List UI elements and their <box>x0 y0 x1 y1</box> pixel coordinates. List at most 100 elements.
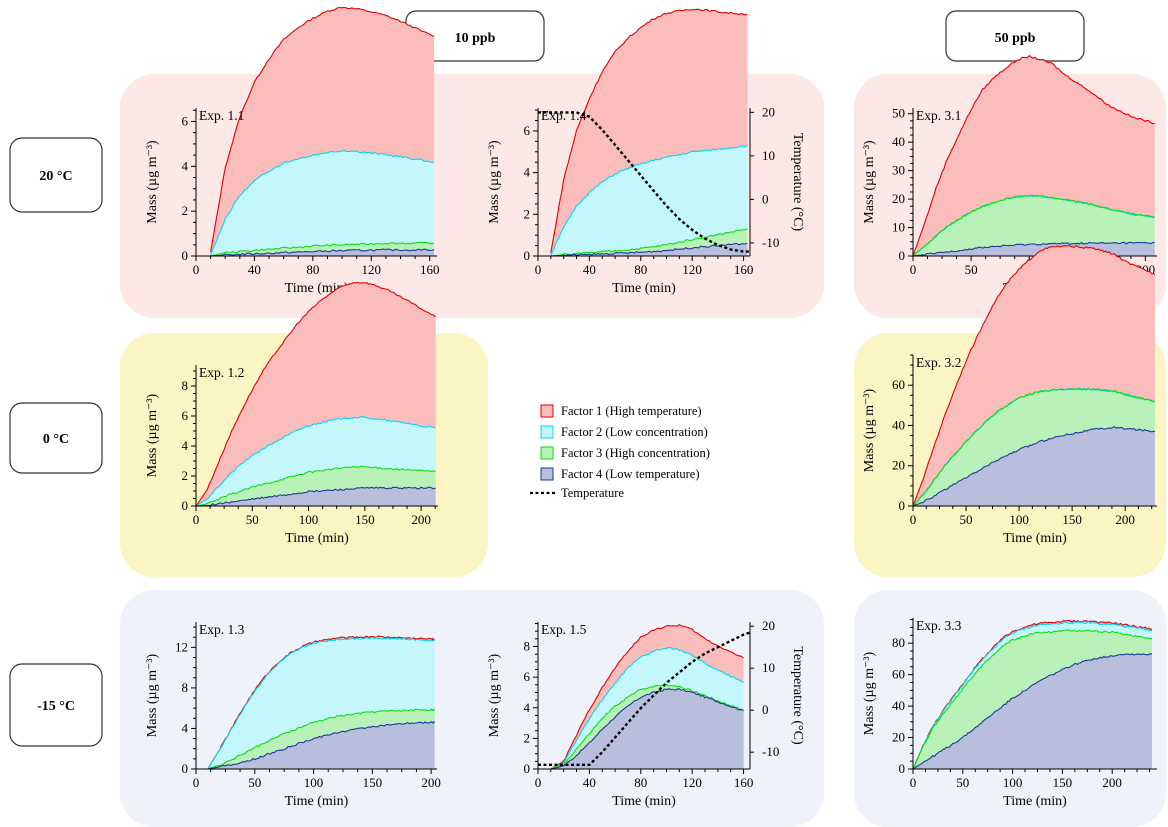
y2-tick-label-exp15: 0 <box>762 702 769 717</box>
x-axis-label-exp13: Time (min) <box>285 794 349 809</box>
y-tick-label-exp14: 2 <box>524 206 531 221</box>
y-tick-label-exp32: 40 <box>892 417 905 432</box>
y-tick-label-exp12: 4 <box>182 438 189 453</box>
x-axis-label-exp15: Time (min) <box>612 794 676 809</box>
experiment-label-exp13: Exp. 1.3 <box>199 622 245 637</box>
x-tick-label-exp14: 80 <box>634 262 647 277</box>
y-axis-label-exp33: Mass (µg m⁻³) <box>862 651 877 735</box>
experiment-label-exp33: Exp. 3.3 <box>916 618 962 633</box>
x-tick-label-exp32: 50 <box>960 512 973 527</box>
x-tick-label-exp15: 160 <box>734 775 754 790</box>
x-tick-label-exp15: 0 <box>535 775 542 790</box>
y-tick-label-exp31: 20 <box>892 191 905 206</box>
x-tick-label-exp11: 160 <box>420 262 440 277</box>
y-tick-label-exp32: 20 <box>892 458 905 473</box>
y-tick-label-exp15: 6 <box>524 669 531 684</box>
x-axis-label-exp33: Time (min) <box>1003 794 1067 809</box>
y-axis-label-exp32: Mass (µg m⁻³) <box>862 388 877 472</box>
x-tick-label-exp12: 0 <box>193 512 200 527</box>
y-tick-label-exp33: 0 <box>899 761 906 776</box>
x-tick-label-exp31: 0 <box>910 262 917 277</box>
x-tick-label-exp13: 50 <box>248 775 261 790</box>
x-tick-label-exp13: 200 <box>421 775 441 790</box>
y-tick-label-exp13: 4 <box>182 720 189 735</box>
y2-tick-label-exp15: -10 <box>762 744 779 759</box>
x-tick-label-exp31: 50 <box>965 262 978 277</box>
y2-tick-label-exp14: -10 <box>762 235 779 250</box>
y-tick-label-exp12: 8 <box>182 378 189 393</box>
x-tick-label-exp33: 200 <box>1102 775 1122 790</box>
y-tick-label-exp11: 0 <box>182 248 189 263</box>
legend-swatch-f2 <box>541 426 553 438</box>
experiment-label-exp11: Exp. 1.1 <box>199 108 244 123</box>
y-tick-label-exp11: 2 <box>182 203 189 218</box>
y2-tick-label-exp14: 0 <box>762 191 769 206</box>
experiment-label-exp14: Exp. 1.4 <box>541 108 587 123</box>
experiment-label-exp32: Exp. 3.2 <box>916 355 961 370</box>
x-tick-label-exp33: 50 <box>956 775 969 790</box>
y2-axis-label-exp14: Temperature (°C) <box>790 133 805 232</box>
header-50ppb: 50 ppb <box>995 31 1036 46</box>
y2-tick-label-exp15: 20 <box>762 618 775 633</box>
y-tick-label-exp13: 8 <box>182 680 189 695</box>
y-tick-label-exp31: 0 <box>899 248 906 263</box>
y-axis-label-exp13: Mass (µg m⁻³) <box>145 653 160 737</box>
y-tick-label-exp15: 8 <box>524 639 531 654</box>
y-tick-label-exp13: 0 <box>182 761 189 776</box>
y-tick-label-exp31: 40 <box>892 134 905 149</box>
y-tick-label-exp15: 2 <box>524 730 531 745</box>
x-tick-label-exp13: 100 <box>304 775 324 790</box>
x-axis-label-exp32: Time (min) <box>1003 531 1067 546</box>
x-tick-label-exp13: 150 <box>363 775 383 790</box>
experiment-label-exp31: Exp. 3.1 <box>916 108 961 123</box>
x-axis-label-exp12: Time (min) <box>285 531 349 546</box>
x-axis-label-exp14: Time (min) <box>612 281 676 296</box>
x-tick-label-exp11: 0 <box>193 262 200 277</box>
y-tick-label-exp11: 4 <box>182 158 189 173</box>
y-tick-label-exp11: 6 <box>182 113 189 128</box>
legend-label-f3: Factor 3 (High concentration) <box>561 446 710 460</box>
row-label-20c: 20 °C <box>39 169 72 184</box>
x-tick-label-exp14: 120 <box>682 262 702 277</box>
legend-label-f2: Factor 2 (Low concentration) <box>561 425 708 439</box>
x-tick-label-exp15: 80 <box>634 775 647 790</box>
y-tick-label-exp31: 30 <box>892 163 905 178</box>
row-label-0c: 0 °C <box>43 432 69 447</box>
y-tick-label-exp33: 60 <box>892 667 905 682</box>
x-tick-label-exp33: 0 <box>910 775 917 790</box>
x-tick-label-exp12: 200 <box>411 512 431 527</box>
x-tick-label-exp33: 100 <box>1003 775 1023 790</box>
header-10ppb: 10 ppb <box>455 31 496 46</box>
y-tick-label-exp15: 0 <box>524 761 531 776</box>
y-axis-label-exp31: Mass (µg m⁻³) <box>862 140 877 224</box>
y2-tick-label-exp15: 10 <box>762 660 775 675</box>
x-tick-label-exp14: 40 <box>583 262 596 277</box>
y-axis-label-exp12: Mass (µg m⁻³) <box>145 393 160 477</box>
legend-swatch-f3 <box>541 447 553 459</box>
x-tick-label-exp15: 40 <box>583 775 596 790</box>
legend-label-f4: Factor 4 (Low temperature) <box>561 467 699 481</box>
y-tick-label-exp31: 10 <box>892 220 905 235</box>
y-tick-label-exp13: 12 <box>175 639 188 654</box>
y-tick-label-exp32: 60 <box>892 377 905 392</box>
x-tick-label-exp14: 160 <box>734 262 754 277</box>
x-tick-label-exp32: 150 <box>1062 512 1082 527</box>
x-tick-label-exp11: 40 <box>248 262 261 277</box>
x-tick-label-exp12: 100 <box>299 512 319 527</box>
y-axis-label-exp15: Mass (µg m⁻³) <box>487 653 502 737</box>
x-tick-label-exp11: 120 <box>362 262 382 277</box>
legend-swatch-f4 <box>541 468 553 480</box>
x-tick-label-exp32: 0 <box>910 512 917 527</box>
y-tick-label-exp33: 40 <box>892 698 905 713</box>
y-tick-label-exp31: 50 <box>892 106 905 121</box>
x-tick-label-exp32: 100 <box>1009 512 1029 527</box>
x-tick-label-exp12: 150 <box>355 512 375 527</box>
y-tick-label-exp33: 20 <box>892 730 905 745</box>
legend-swatch-f1 <box>541 405 553 417</box>
y-tick-label-exp12: 6 <box>182 408 189 423</box>
y2-tick-label-exp14: 10 <box>762 148 775 163</box>
y-axis-label-exp14: Mass (µg m⁻³) <box>487 140 502 224</box>
x-tick-label-exp32: 200 <box>1115 512 1135 527</box>
x-tick-label-exp12: 50 <box>246 512 259 527</box>
